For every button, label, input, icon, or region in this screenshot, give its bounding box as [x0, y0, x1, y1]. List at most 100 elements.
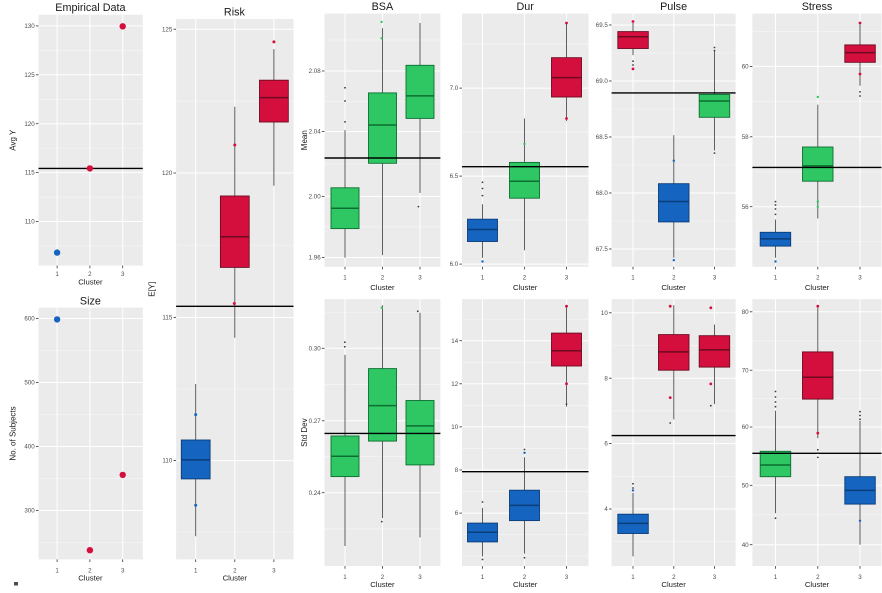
- svg-text:6.0: 6.0: [450, 261, 459, 268]
- svg-text:58: 58: [742, 134, 749, 141]
- svg-text:Empirical Data: Empirical Data: [55, 2, 125, 14]
- svg-text:3: 3: [565, 574, 569, 581]
- svg-text:3: 3: [713, 274, 717, 281]
- svg-text:1: 1: [55, 568, 59, 575]
- svg-text:2: 2: [523, 574, 527, 581]
- svg-text:Size: Size: [80, 295, 101, 307]
- svg-text:E[Y]: E[Y]: [148, 282, 157, 297]
- svg-text:1: 1: [774, 574, 778, 581]
- svg-text:70: 70: [742, 367, 749, 374]
- svg-text:Cluster: Cluster: [223, 574, 248, 583]
- svg-text:2: 2: [816, 274, 820, 281]
- svg-text:2: 2: [381, 274, 385, 281]
- svg-text:Cluster: Cluster: [805, 283, 830, 292]
- svg-text:2.08: 2.08: [309, 68, 322, 75]
- svg-text:120: 120: [24, 121, 35, 128]
- svg-text:1: 1: [631, 274, 635, 281]
- svg-text:3: 3: [713, 574, 717, 581]
- svg-text:56: 56: [742, 204, 749, 211]
- svg-text:2.00: 2.00: [309, 194, 322, 201]
- svg-text:300: 300: [24, 508, 35, 515]
- svg-text:Pulse: Pulse: [660, 1, 687, 13]
- svg-text:69.0: 69.0: [596, 78, 609, 85]
- svg-text:400: 400: [24, 444, 35, 451]
- svg-text:Cluster: Cluster: [661, 283, 686, 292]
- svg-text:130: 130: [24, 23, 35, 30]
- svg-text:7.0: 7.0: [450, 85, 459, 92]
- svg-text:600: 600: [24, 316, 35, 323]
- svg-text:1: 1: [343, 274, 347, 281]
- svg-text:Avg Y: Avg Y: [9, 129, 18, 151]
- svg-text:0.27: 0.27: [309, 418, 322, 425]
- svg-text:1.96: 1.96: [309, 255, 322, 262]
- svg-text:1: 1: [343, 574, 347, 581]
- svg-text:Risk: Risk: [224, 7, 246, 19]
- svg-text:3: 3: [121, 568, 125, 575]
- svg-text:Cluster: Cluster: [370, 580, 395, 588]
- svg-text:40: 40: [742, 542, 749, 549]
- svg-text:10: 10: [601, 310, 608, 317]
- svg-text:69.5: 69.5: [596, 22, 609, 29]
- svg-text:1: 1: [774, 274, 778, 281]
- svg-text:No. of Subjects: No. of Subjects: [9, 406, 18, 460]
- svg-text:120: 120: [162, 170, 173, 177]
- svg-text:50: 50: [742, 482, 749, 489]
- svg-text:1: 1: [55, 271, 59, 278]
- svg-text:Cluster: Cluster: [78, 277, 103, 286]
- svg-text:12: 12: [451, 381, 458, 388]
- svg-text:BSA: BSA: [372, 1, 394, 13]
- svg-text:10: 10: [451, 424, 458, 431]
- svg-text:115: 115: [162, 315, 172, 322]
- svg-text:2: 2: [88, 568, 92, 575]
- svg-text:Cluster: Cluster: [513, 580, 538, 588]
- svg-text:Dur: Dur: [516, 1, 534, 13]
- svg-text:68.5: 68.5: [596, 134, 609, 141]
- svg-text:67.5: 67.5: [596, 246, 609, 253]
- svg-text:110: 110: [162, 458, 172, 465]
- svg-text:500: 500: [24, 380, 35, 387]
- svg-text:3: 3: [418, 274, 422, 281]
- svg-text:6.5: 6.5: [450, 173, 459, 180]
- svg-text:110: 110: [25, 219, 35, 226]
- svg-text:3: 3: [121, 271, 125, 278]
- svg-text:Stress: Stress: [802, 1, 833, 13]
- svg-text:8: 8: [455, 467, 459, 474]
- svg-text:1: 1: [481, 574, 485, 581]
- svg-text:60: 60: [742, 424, 749, 431]
- svg-text:3: 3: [858, 574, 862, 581]
- svg-text:Cluster: Cluster: [805, 580, 830, 588]
- svg-text:3: 3: [272, 568, 276, 575]
- svg-text:Cluster: Cluster: [661, 580, 686, 588]
- svg-text:3: 3: [858, 274, 862, 281]
- svg-text:125: 125: [24, 72, 35, 79]
- svg-text:3: 3: [418, 574, 422, 581]
- svg-text:1: 1: [631, 574, 635, 581]
- svg-text:2: 2: [672, 274, 676, 281]
- svg-text:60: 60: [742, 64, 749, 71]
- svg-text:1: 1: [194, 568, 198, 575]
- svg-text:8: 8: [604, 375, 608, 382]
- svg-text:0.30: 0.30: [309, 345, 322, 352]
- svg-text:68.0: 68.0: [596, 190, 609, 197]
- svg-text:125: 125: [162, 26, 173, 33]
- svg-text:115: 115: [25, 170, 35, 177]
- svg-text:2: 2: [381, 574, 385, 581]
- svg-text:1: 1: [481, 274, 485, 281]
- svg-text:6: 6: [604, 441, 608, 448]
- svg-text:2: 2: [233, 568, 237, 575]
- svg-text:80: 80: [742, 309, 749, 316]
- svg-text:Cluster: Cluster: [370, 283, 395, 292]
- svg-text:2: 2: [816, 574, 820, 581]
- svg-text:0.24: 0.24: [309, 490, 322, 497]
- svg-text:2.04: 2.04: [309, 129, 322, 136]
- svg-text:2: 2: [672, 574, 676, 581]
- svg-text:6: 6: [455, 510, 459, 517]
- svg-text:Std Dev: Std Dev: [300, 418, 309, 446]
- svg-text:Cluster: Cluster: [78, 574, 103, 583]
- svg-text:14: 14: [451, 338, 458, 345]
- svg-text:Mean: Mean: [300, 130, 309, 150]
- svg-text:4: 4: [604, 506, 608, 513]
- svg-text:Cluster: Cluster: [513, 283, 538, 292]
- svg-text:2: 2: [88, 271, 92, 278]
- svg-text:2: 2: [523, 274, 527, 281]
